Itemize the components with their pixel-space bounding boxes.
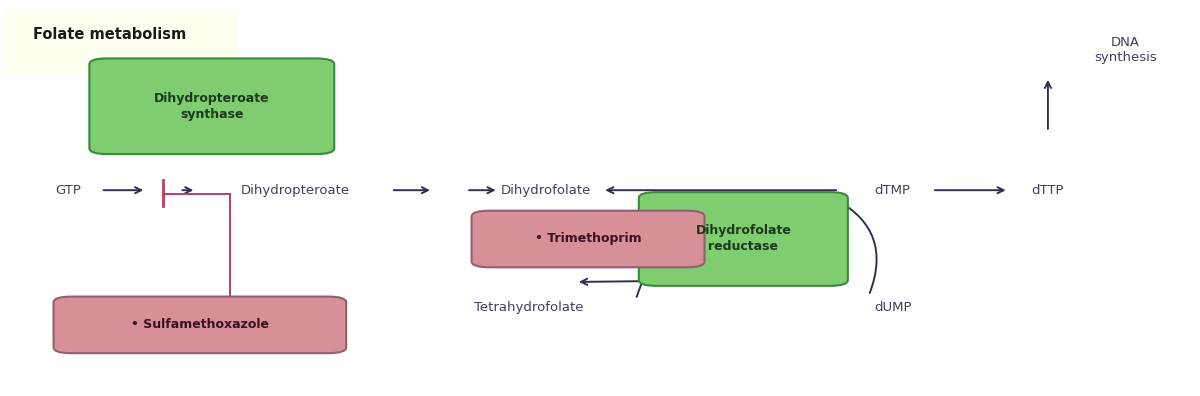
Text: GTP: GTP (55, 184, 82, 197)
Text: Dihydrofolate
reductase: Dihydrofolate reductase (695, 225, 791, 253)
Text: Tetrahydrofolate: Tetrahydrofolate (474, 301, 583, 314)
FancyBboxPatch shape (89, 59, 335, 154)
Text: Dihydropteroate: Dihydropteroate (241, 184, 350, 197)
Text: Folate metabolism: Folate metabolism (32, 27, 186, 42)
Text: Dihydropteroate
synthase: Dihydropteroate synthase (154, 92, 270, 121)
FancyBboxPatch shape (54, 297, 346, 353)
Text: • Trimethoprim: • Trimethoprim (535, 232, 641, 246)
Text: dTTP: dTTP (1032, 184, 1064, 197)
FancyBboxPatch shape (638, 192, 848, 286)
Text: DNA
synthesis: DNA synthesis (1094, 36, 1157, 64)
Text: • Sulfamethoxazole: • Sulfamethoxazole (131, 318, 269, 331)
FancyBboxPatch shape (0, 9, 238, 75)
Text: dTMP: dTMP (875, 184, 911, 197)
FancyBboxPatch shape (472, 211, 704, 267)
Text: Dihydrofolate: Dihydrofolate (502, 184, 592, 197)
Text: dUMP: dUMP (874, 301, 911, 314)
